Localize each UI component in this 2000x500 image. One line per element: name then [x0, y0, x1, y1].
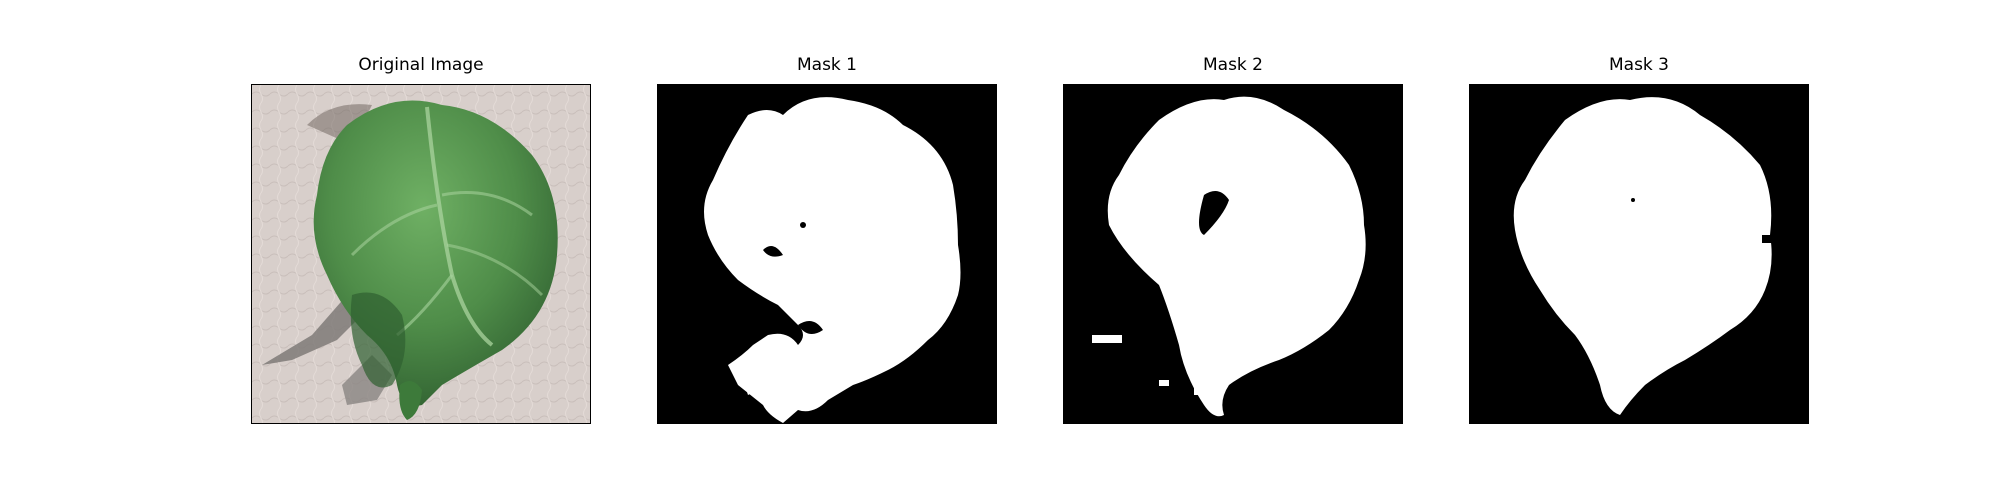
panel-title-mask-2: Mask 2 [1202, 55, 1263, 75]
mask-2-image [1063, 84, 1403, 424]
original-image-panel: Original Image [251, 52, 591, 424]
mask-2-panel: Mask 2 [1063, 52, 1403, 424]
mask-3-image [1469, 84, 1809, 424]
panel-title-mask-3: Mask 3 [1608, 55, 1669, 75]
mask-3-panel: Mask 3 [1469, 52, 1809, 424]
original-image [251, 84, 591, 424]
mask-1-image [657, 84, 997, 424]
mask-1-panel: Mask 1 [657, 52, 997, 424]
panel-title-original: Original Image [358, 55, 484, 75]
panel-title-mask-1: Mask 1 [796, 55, 857, 75]
